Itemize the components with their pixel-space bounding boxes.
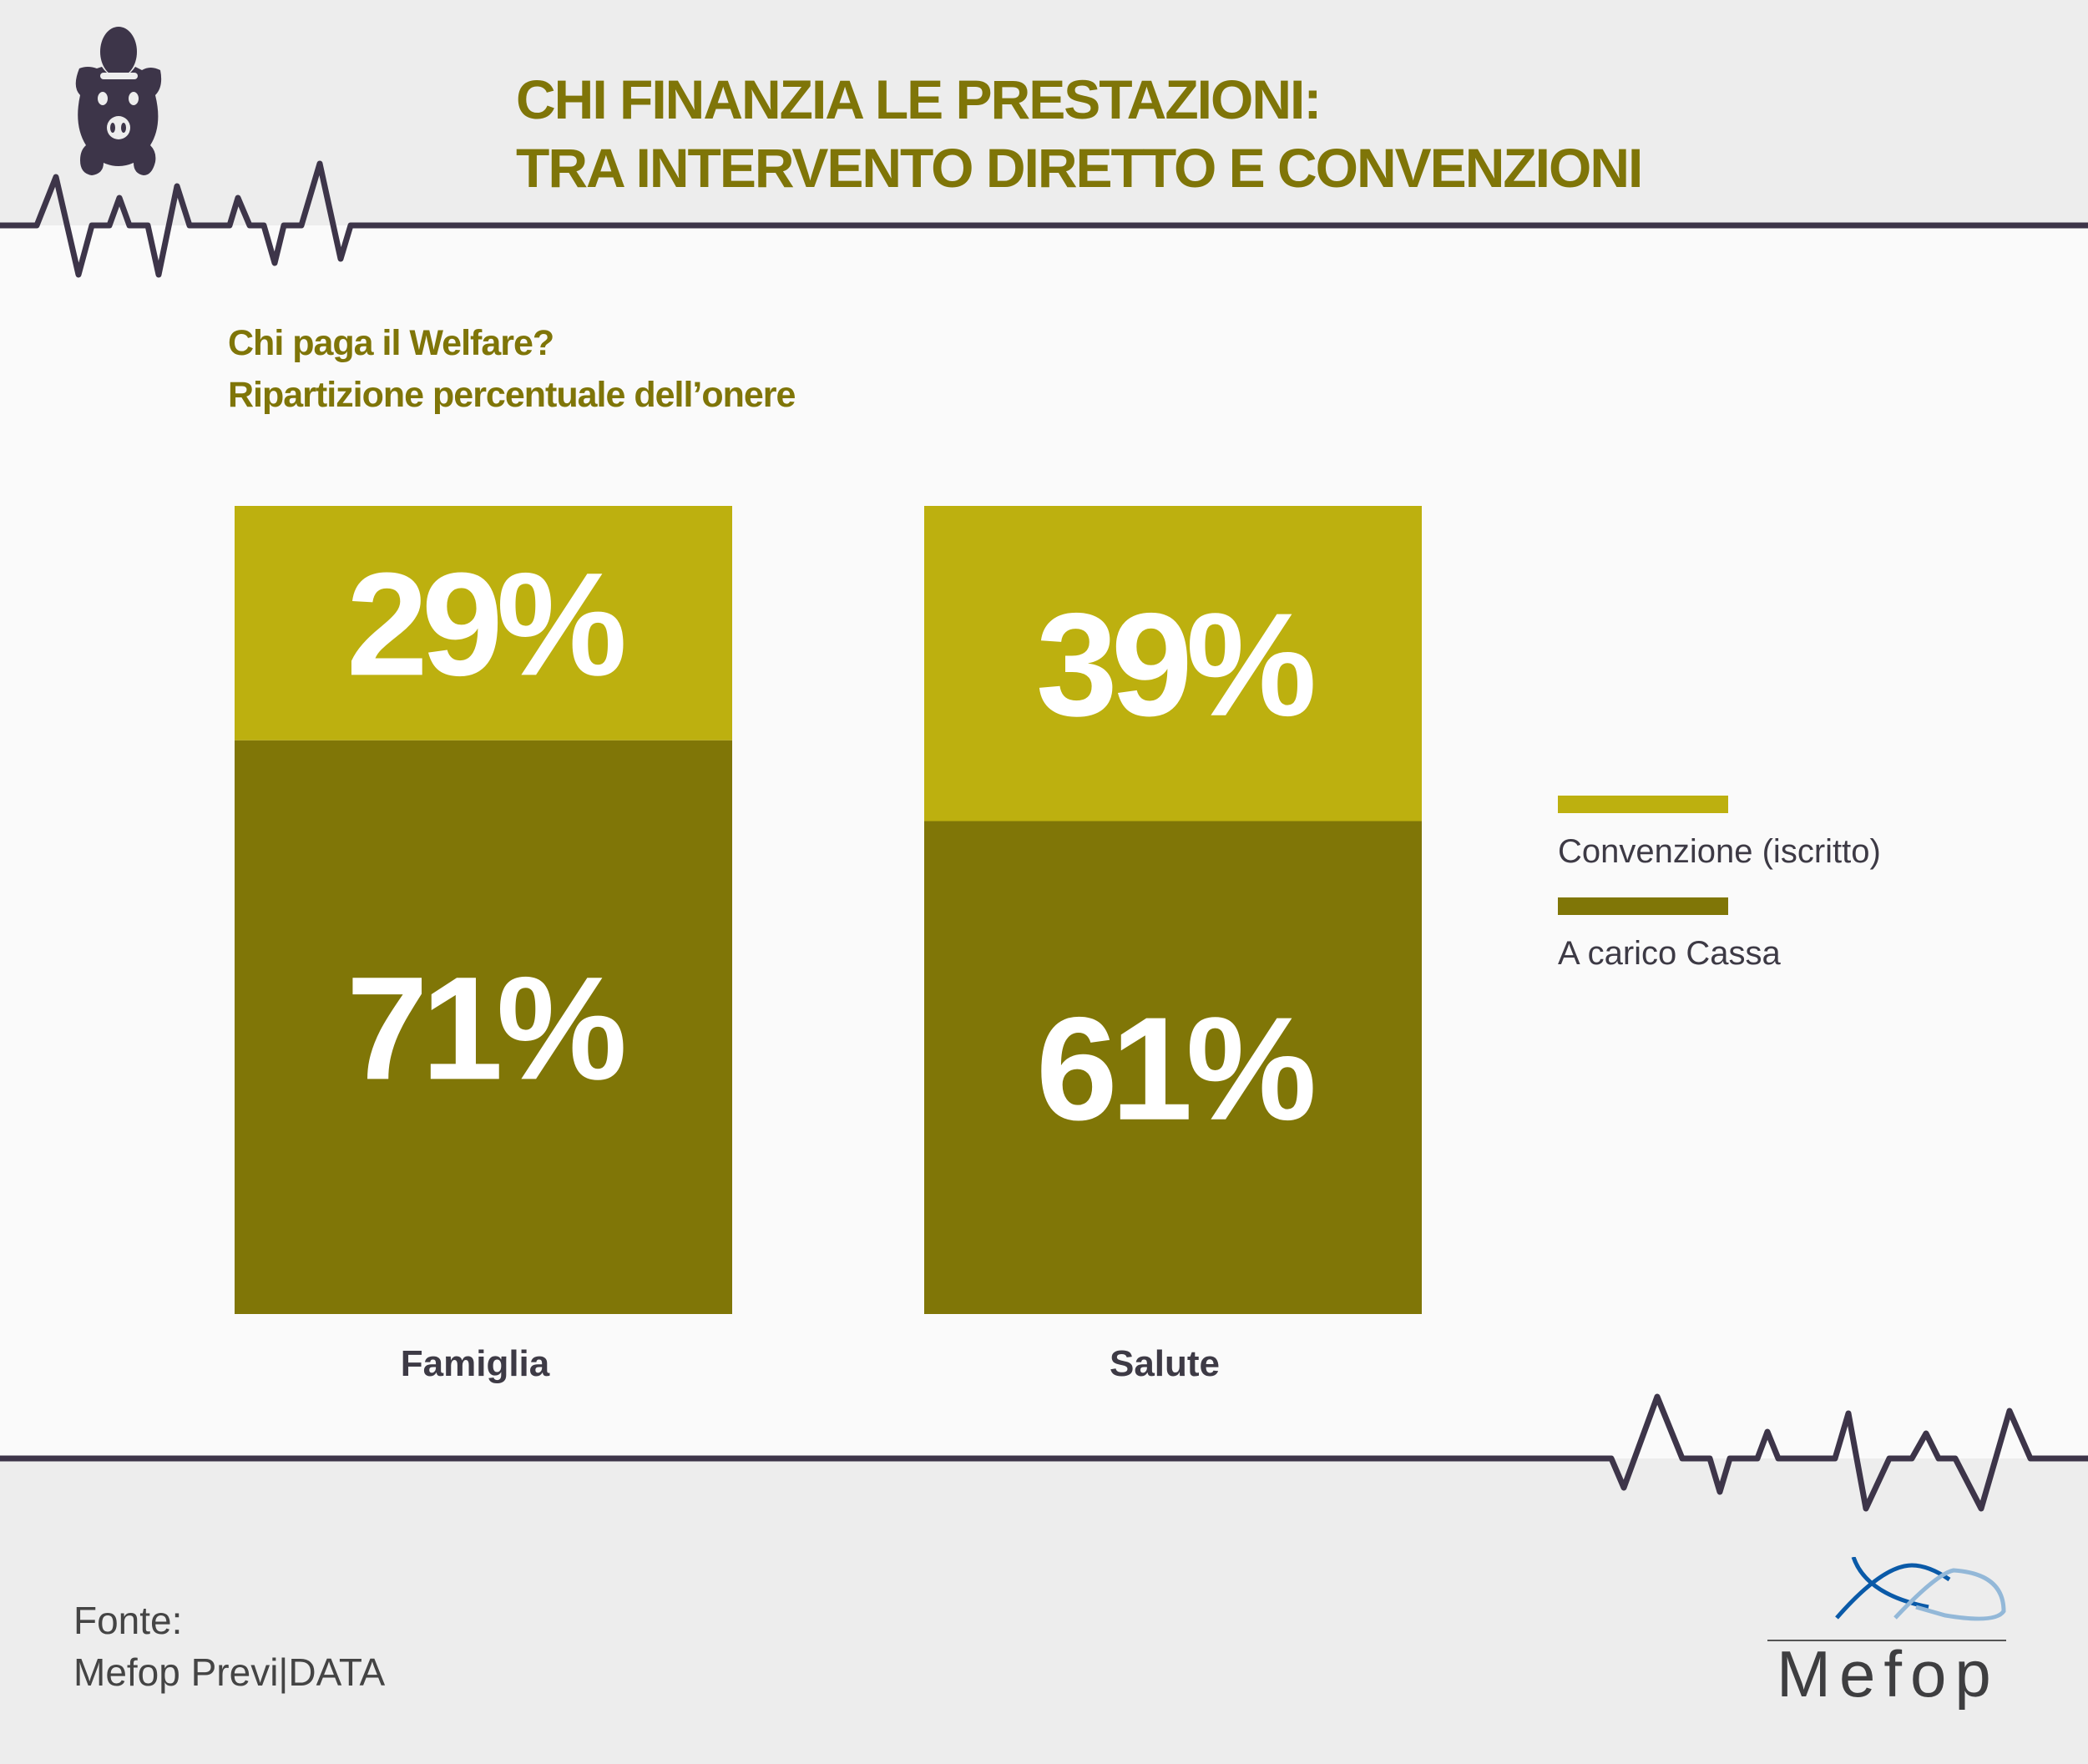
category-label: Famiglia xyxy=(401,1343,550,1384)
source-value: Mefop Previ|DATA xyxy=(73,1650,386,1694)
data-label: 71% xyxy=(346,947,624,1110)
chart-subtitle: Chi paga il Welfare? Ripartizione percen… xyxy=(228,317,796,421)
bar-segment-salute-0 xyxy=(924,821,1422,1314)
bar-segment-famiglia-1 xyxy=(235,506,732,740)
piggy-bank-icon xyxy=(75,27,162,175)
title-line-1: CHI FINANZIA LE PRESTAZIONI: xyxy=(516,68,1322,130)
legend-label: A carico Cassa xyxy=(1558,935,1782,972)
page-title: CHI FINANZIA LE PRESTAZIONI: TRA INTERVE… xyxy=(516,65,1643,202)
category-label: Salute xyxy=(1110,1343,1220,1384)
subtitle-line-2: Ripartizione percentuale dell’onere xyxy=(228,375,796,415)
heartbeat-bottom xyxy=(0,1393,2088,1512)
subtitle-line-1: Chi paga il Welfare? xyxy=(228,323,554,363)
bar-segment-salute-1 xyxy=(924,506,1422,821)
legend-label: Convenzione (iscritto) xyxy=(1558,833,1881,870)
data-label: 61% xyxy=(1036,988,1313,1151)
heartbeat-top xyxy=(0,160,2088,278)
mefop-logo-icon xyxy=(1767,1557,2006,1641)
legend-swatch xyxy=(1558,897,1728,915)
mefop-logo-text: Mefop xyxy=(1777,1637,2000,1711)
bar-segment-famiglia-0 xyxy=(235,740,732,1314)
source-label: Fonte: xyxy=(73,1599,183,1642)
source-note: Fonte: Mefop Previ|DATA xyxy=(73,1595,385,1698)
data-label: 39% xyxy=(1036,584,1313,747)
legend-swatch xyxy=(1558,796,1728,813)
title-line-2: TRA INTERVENTO DIRETTO E CONVENZIONI xyxy=(516,137,1643,199)
data-label: 29% xyxy=(346,543,624,706)
